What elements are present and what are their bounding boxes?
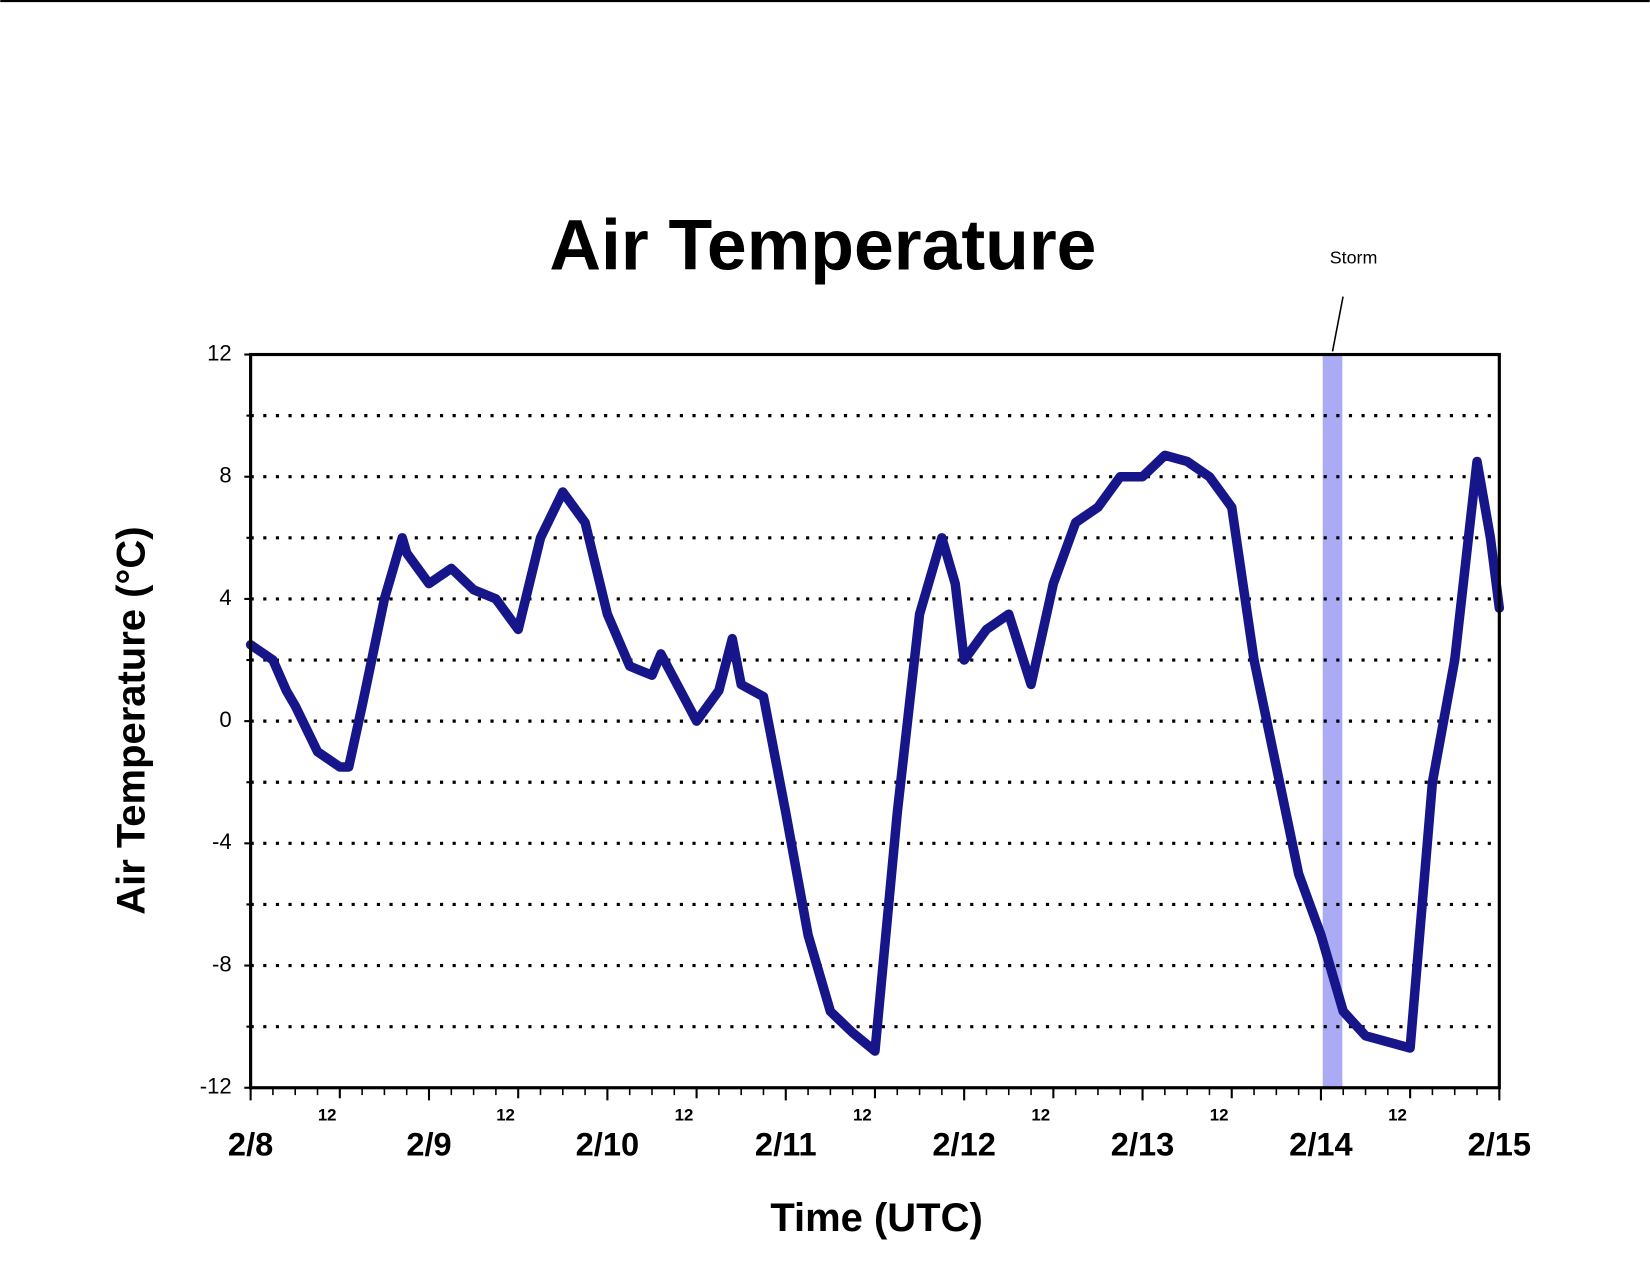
- y-tick-label: 12: [207, 340, 232, 365]
- y-axis-label: Air Temperature (°C): [109, 526, 153, 914]
- temperature-line: [245, 450, 1505, 1056]
- chart-title: Air Temperature: [549, 205, 1096, 285]
- x-noon-label: 12: [496, 1106, 515, 1125]
- x-tick-label: 2/14: [1289, 1125, 1352, 1162]
- x-tick-label: 2/9: [406, 1125, 451, 1162]
- y-tick-label: -8: [212, 951, 232, 976]
- x-noon-label: 12: [318, 1106, 337, 1125]
- x-tick-label: 2/12: [932, 1125, 995, 1162]
- y-tick-label: -12: [200, 1074, 232, 1099]
- x-tick-label: 2/10: [576, 1125, 639, 1162]
- x-noon-label: 12: [853, 1106, 872, 1125]
- y-tick-label: -4: [212, 829, 232, 854]
- x-tick-label: 2/13: [1111, 1125, 1174, 1162]
- x-noon-label: 12: [1031, 1106, 1050, 1125]
- y-tick-label: 0: [219, 707, 231, 732]
- x-axis-label: Time (UTC): [770, 1196, 982, 1240]
- annotation-label: Storm: [1330, 248, 1378, 268]
- x-tick-label: 2/11: [755, 1125, 817, 1162]
- x-noon-label: 12: [1388, 1106, 1407, 1125]
- x-tick-label: 2/8: [228, 1125, 273, 1162]
- y-tick-label: 8: [219, 463, 231, 488]
- x-noon-label: 12: [1210, 1106, 1229, 1125]
- annotation-leader: [1331, 296, 1344, 352]
- x-tick-label: 2/15: [1468, 1125, 1531, 1162]
- y-tick-label: 4: [219, 585, 231, 610]
- x-noon-label: 12: [675, 1106, 694, 1125]
- plot-frame: [249, 352, 1501, 1090]
